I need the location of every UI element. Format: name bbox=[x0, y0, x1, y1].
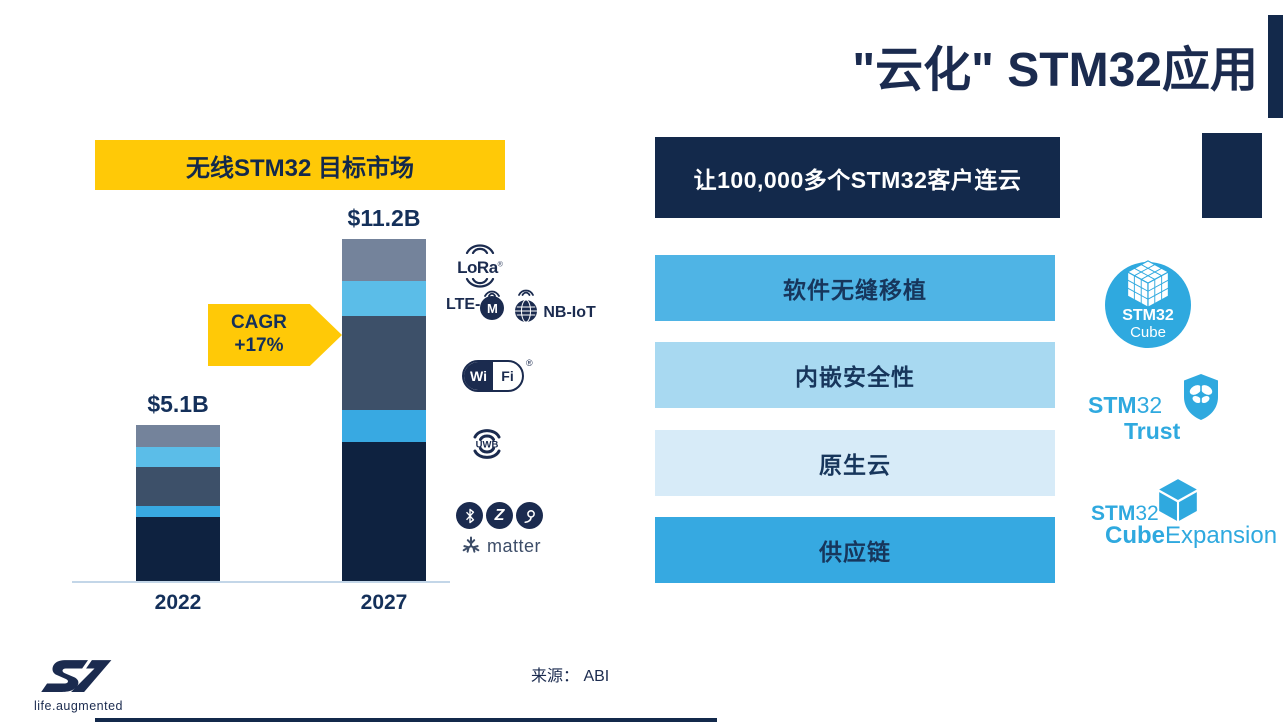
short-range-radio-logos: Z bbox=[456, 502, 543, 529]
feature-bar-supply-chain: 供应链 bbox=[655, 517, 1055, 583]
bluetooth-icon bbox=[456, 502, 483, 529]
bar-total-2027: $11.2B bbox=[347, 205, 421, 232]
lte-m-badge: M bbox=[480, 290, 505, 320]
footer-line bbox=[95, 718, 717, 722]
bar-segment-ble_zigbee_thread_matter bbox=[136, 516, 220, 581]
bar-segment-uwb bbox=[342, 410, 426, 443]
matter-logo: matter bbox=[460, 535, 541, 557]
lte-m-label: LTE- bbox=[446, 296, 481, 313]
feature-label: 内嵌安全性 bbox=[795, 364, 915, 390]
stm32cubeexpansion-cube-icon bbox=[1159, 479, 1197, 521]
lora-label: LoRa bbox=[457, 258, 498, 277]
chart-title-banner: 无线STM32 目标市场 bbox=[95, 140, 505, 190]
uwb-icon: UWB bbox=[473, 429, 501, 459]
feature-bar-embedded-security: 内嵌安全性 bbox=[655, 342, 1055, 408]
x-tick-2022: 2022 bbox=[154, 591, 202, 614]
stm32cube-line1: STM32 bbox=[1122, 307, 1174, 324]
stm32trust-stm32: STM32 bbox=[1088, 392, 1163, 418]
stm32cube-line2: Cube bbox=[1130, 324, 1166, 341]
cagr-line1: CAGR bbox=[230, 312, 287, 334]
cagr-label: CAGR +17% bbox=[208, 312, 310, 358]
thread-icon bbox=[516, 502, 543, 529]
st-logo bbox=[41, 660, 112, 692]
feature-bar-software-porting: 软件无缝移植 bbox=[655, 255, 1055, 321]
matter-label: matter bbox=[487, 535, 542, 556]
bar-segment-uwb bbox=[136, 506, 220, 517]
stm32trust-shield-icon bbox=[1184, 374, 1218, 420]
x-axis bbox=[72, 580, 450, 583]
decor-rect-edge bbox=[1268, 15, 1283, 118]
feature-label: 软件无缝移植 bbox=[783, 277, 927, 303]
right-panel-banner: 让100,000多个STM32客户连云 bbox=[655, 137, 1060, 218]
bar-segment-wifi bbox=[136, 466, 220, 507]
cellular-iot-logos: LTE- M NB-IoT bbox=[446, 286, 596, 324]
nb-iot-globe-icon bbox=[515, 289, 538, 323]
x-tick-2027: 2027 bbox=[360, 591, 408, 614]
uwb-logo: UWB bbox=[464, 421, 510, 472]
chart-title: 无线STM32 目标市场 bbox=[185, 154, 415, 182]
bar-segment-lte_m_nb_iot bbox=[342, 280, 426, 316]
market-bar-chart: $5.1B $11.2B CAGR +17% 2022 2027 bbox=[60, 200, 460, 614]
bar-segment-lte_m_nb_iot bbox=[136, 446, 220, 467]
stm32cubeexpansion-stm32: STM32 bbox=[1091, 502, 1159, 525]
source-label: 来源： ABI bbox=[531, 668, 610, 685]
stm32trust-word: Trust bbox=[1124, 418, 1181, 444]
bar-stack-2022 bbox=[136, 425, 220, 581]
wifi-right-label: Fi bbox=[501, 368, 514, 384]
bar-segment-wifi bbox=[342, 315, 426, 411]
feature-label: 供应链 bbox=[819, 539, 891, 565]
bar-2027: $11.2B bbox=[342, 205, 426, 581]
matter-icon bbox=[462, 536, 480, 553]
lte-m-circle: M bbox=[480, 296, 505, 320]
bar-stack-2027 bbox=[342, 239, 426, 581]
lora-reg-mark: ® bbox=[497, 261, 503, 269]
page-title: "云化" STM32应用 bbox=[852, 44, 1258, 97]
nb-iot-label: NB-IoT bbox=[543, 304, 596, 321]
feature-bar-cloud-native: 原生云 bbox=[655, 430, 1055, 496]
lora-waves-bottom-icon bbox=[465, 277, 495, 288]
lora-logo: LoRa® bbox=[450, 241, 510, 288]
stm32cubeexpansion-words: CubeExpansion bbox=[1105, 522, 1278, 549]
stm32cube-logo: STM32 Cube bbox=[1105, 260, 1191, 348]
bar-segment-ble_zigbee_thread_matter bbox=[342, 442, 426, 581]
zigbee-icon: Z bbox=[486, 502, 513, 529]
stm32cube-cube-icon bbox=[1126, 260, 1170, 308]
wifi-logo: Wi Fi bbox=[462, 360, 524, 392]
lte-m-waves-icon bbox=[484, 290, 501, 297]
lte-m-logo: LTE- M bbox=[446, 290, 505, 320]
right-panel-banner-label: 让100,000多个STM32客户连云 bbox=[693, 166, 1022, 193]
bar-total-2022: $5.1B bbox=[147, 391, 209, 418]
bar-segment-lora bbox=[136, 425, 220, 447]
wifi-left-label: Wi bbox=[464, 362, 493, 390]
stm32trust-logo: STM32 Trust bbox=[1088, 372, 1222, 452]
zigbee-z-label: Z bbox=[494, 506, 505, 524]
feature-label: 原生云 bbox=[819, 452, 891, 478]
svg-text:UWB: UWB bbox=[476, 440, 499, 451]
cagr-arrow: CAGR +17% bbox=[208, 304, 342, 366]
stm32cubeexpansion-logo: STM32 CubeExpansion bbox=[1085, 478, 1277, 550]
lora-waves-top-icon bbox=[465, 244, 495, 255]
cagr-line2: +17% bbox=[234, 335, 284, 356]
wifi-reg-mark: ® bbox=[526, 358, 533, 368]
st-tagline: life.augmented bbox=[34, 699, 124, 713]
bar-segment-lora bbox=[342, 239, 426, 281]
decor-rect-block bbox=[1202, 133, 1262, 218]
bar-2022: $5.1B bbox=[136, 391, 220, 581]
nb-iot-logo: NB-IoT bbox=[511, 286, 596, 324]
